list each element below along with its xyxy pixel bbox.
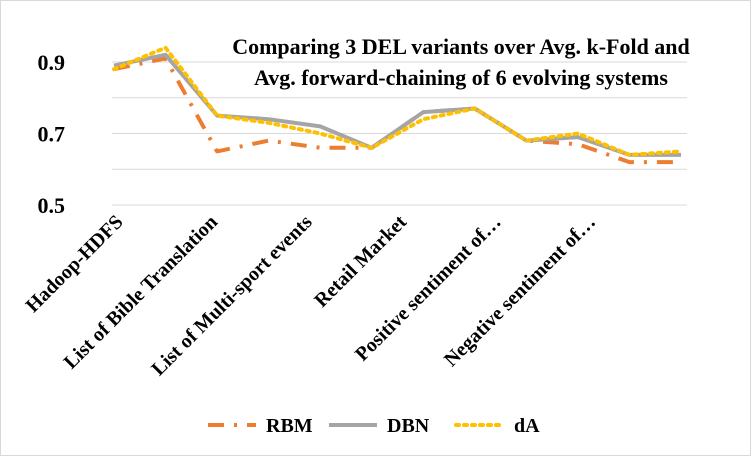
y-tick-label: 0.7 [38,122,66,147]
y-axis-ticks: 0.5 0.7 0.9 [38,50,66,218]
y-tick-label: 0.9 [38,50,66,75]
x-tick-label: Negative sentiment of… [440,211,600,371]
legend-label-da: dA [514,415,540,437]
legend-label-rbm: RBM [266,415,313,437]
x-tick-label: List of Multi-sport events [147,211,316,380]
legend-label-dbn: DBN [387,415,430,437]
series-line-da [112,45,683,157]
chart-title: Comparing 3 DEL variants over Avg. k-Fol… [171,31,751,93]
x-tick-label: Retail Market [310,211,411,312]
y-tick-label: 0.5 [38,193,66,218]
series-line-rbm [113,56,681,165]
legend: RBM DBN dA [208,415,540,437]
series-lines [112,45,683,165]
x-tick-label: List of Bible Translation [60,211,222,373]
chart-title-line-1: Comparing 3 DEL variants over Avg. k-Fol… [232,34,690,59]
x-tick-label: Hadoop-HDFS [22,211,128,317]
chart-title-line-2: Avg. forward-chaining of 6 evolving syst… [254,65,668,90]
